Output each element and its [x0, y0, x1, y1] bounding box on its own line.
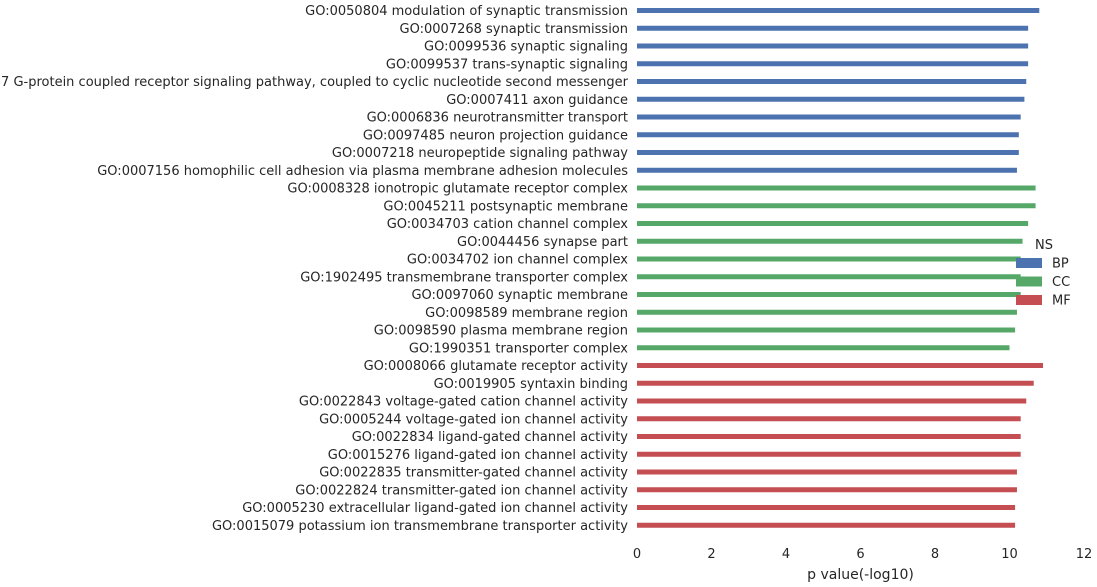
bar-bp	[637, 96, 1025, 102]
x-tick-label: 0	[633, 547, 641, 562]
bar-bp	[637, 150, 1019, 155]
legend-label-bp: BP	[1052, 257, 1069, 272]
x-tick-label: 8	[931, 547, 939, 562]
bar-mf	[637, 469, 1017, 475]
legend-title: NS	[1035, 238, 1053, 253]
category-label: GO:0097485 neuron projection guidance	[363, 128, 628, 143]
category-label: GO:0007156 homophilic cell adhesion via …	[97, 164, 628, 179]
bar-cc	[637, 274, 1021, 280]
category-label: GO:0022835 transmitter-gated channel act…	[319, 466, 628, 481]
category-label: GO:0022824 transmitter-gated ion channel…	[295, 483, 628, 498]
category-label: GO:0050804 modulation of synaptic transm…	[305, 4, 628, 19]
bar-bp	[637, 8, 1040, 13]
x-tick-label: 10	[1001, 547, 1018, 562]
bar-cc	[637, 292, 1021, 297]
bar-mf	[637, 380, 1034, 386]
category-label: GO:0019905 syntaxin binding	[434, 377, 628, 392]
category-label: GO:0044456 synapse part	[457, 235, 628, 250]
bar-cc	[637, 185, 1036, 191]
x-tick-label: 6	[856, 547, 864, 562]
bar-bp	[637, 114, 1021, 120]
category-label: GO:0099537 trans-synaptic signaling	[386, 57, 628, 72]
bar-bp	[637, 25, 1029, 31]
bar-mf	[637, 505, 1016, 510]
x-axis-ticks-group: 0 2 4 6 8 10 12	[633, 547, 1092, 562]
bars-group	[637, 8, 1044, 528]
category-label: GO:0015276 ligand-gated ion channel acti…	[328, 448, 629, 463]
category-label: GO:0099536 synaptic signaling	[424, 40, 628, 55]
category-label: GO:0097060 synaptic membrane	[411, 288, 628, 303]
bar-mf	[637, 398, 1027, 404]
legend-label-cc: CC	[1052, 275, 1070, 290]
bar-cc	[637, 345, 1010, 351]
x-tick-label: 2	[707, 547, 715, 562]
category-label: GO:0007218 neuropeptide signaling pathwa…	[332, 146, 628, 161]
category-label: GO:0034703 cation channel complex	[387, 217, 629, 232]
category-label: GO:0098589 membrane region	[425, 306, 628, 321]
bar-mf	[637, 522, 1016, 528]
bar-bp	[637, 167, 1017, 173]
category-label: GO:0007268 synaptic transmission	[400, 22, 628, 37]
legend-swatch-cc	[1016, 276, 1042, 287]
bar-mf	[637, 451, 1021, 457]
bar-bp	[637, 43, 1029, 49]
x-tick-label: 12	[1076, 547, 1093, 562]
category-labels-group: GO:0050804 modulation of synaptic transm…	[0, 4, 629, 534]
category-label: GO:0015079 potassium ion transmembrane t…	[212, 519, 628, 534]
bar-cc	[637, 327, 1016, 333]
category-label: GO:0005230 extracellular ligand-gated io…	[242, 501, 628, 516]
category-label: GO:0022843 voltage-gated cation channel …	[299, 395, 628, 410]
x-axis-label: p value(-log10)	[807, 567, 914, 583]
category-label: GO:1990351 transporter complex	[409, 341, 628, 356]
bar-bp	[637, 61, 1029, 67]
x-tick-label: 4	[782, 547, 790, 562]
legend-label-mf: MF	[1052, 294, 1071, 309]
category-label: GO:0006836 neurotransmitter transport	[367, 111, 628, 126]
bar-cc	[637, 203, 1036, 209]
category-label: GO:0022834 ligand-gated channel activity	[352, 430, 629, 445]
category-label: GO:0098590 plasma membrane region	[374, 324, 628, 339]
category-label: GO:1902495 transmembrane transporter com…	[300, 270, 628, 285]
category-label: GO:0005244 voltage-gated ion channel act…	[319, 412, 628, 427]
category-label: GO:0007187 G-protein coupled receptor si…	[0, 75, 629, 90]
bar-cc	[637, 238, 1023, 244]
legend: NS BP CC MF	[1016, 238, 1071, 309]
bar-bp	[637, 79, 1027, 84]
bar-bp	[637, 132, 1019, 138]
bar-mf	[637, 434, 1021, 439]
bar-mf	[637, 487, 1017, 493]
bar-cc	[637, 256, 1021, 262]
legend-swatch-mf	[1016, 295, 1042, 305]
category-label: GO:0008328 ionotropic glutamate receptor…	[287, 182, 628, 197]
bar-mf	[637, 363, 1044, 368]
legend-swatch-bp	[1016, 258, 1042, 268]
category-label: GO:0034702 ion channel complex	[407, 253, 628, 268]
bar-mf	[637, 416, 1021, 422]
category-label: GO:0007411 axon guidance	[446, 93, 628, 108]
category-label: GO:0008066 glutamate receptor activity	[364, 359, 629, 374]
category-label: GO:0045211 postsynaptic membrane	[383, 199, 628, 214]
bar-cc	[637, 221, 1029, 226]
bar-cc	[637, 309, 1017, 315]
